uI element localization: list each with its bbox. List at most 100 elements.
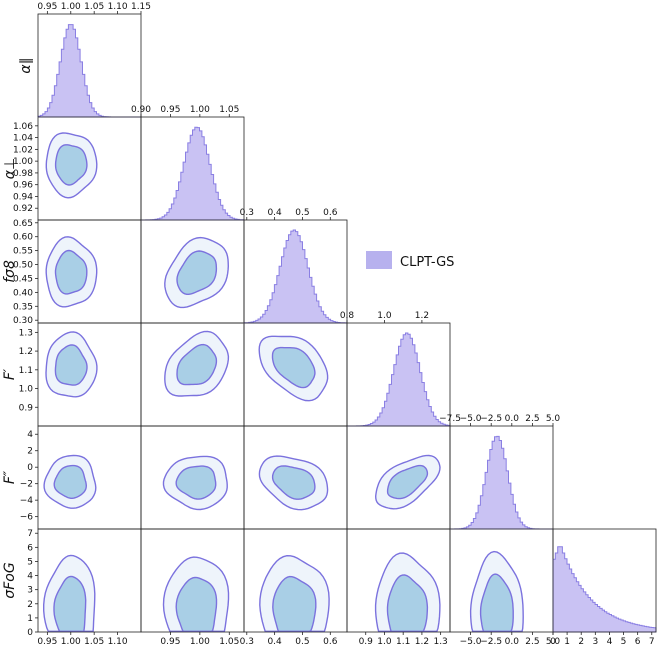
bottom-tick-label-alpha_par: 0.95 bbox=[37, 637, 57, 647]
top-tick-label-alpha_perp: 0.95 bbox=[160, 105, 180, 115]
bottom-tick-label-fsigma8: 0.6 bbox=[323, 637, 338, 647]
left-tick-label-Fdprime: −6 bbox=[20, 513, 34, 523]
bottom-tick-label-fsigma8: 0.4 bbox=[267, 637, 282, 647]
left-tick-label-sigma_FoG: 0 bbox=[27, 628, 33, 638]
top-tick-label-fsigma8: 0.6 bbox=[323, 208, 338, 218]
hist-bars-alpha_par bbox=[37, 24, 141, 118]
contour-68-alpha_par-alpha_perp bbox=[54, 144, 88, 186]
hist-alpha_par bbox=[37, 13, 142, 118]
bottom-tick-label-alpha_perp: 0.95 bbox=[160, 637, 180, 647]
hist-frame-Fdprime bbox=[449, 425, 554, 530]
panel-Fprime-Fdprime bbox=[346, 425, 451, 530]
hist-frame-Fprime bbox=[346, 322, 451, 427]
bottom-tick-label-Fdprime: −2.5 bbox=[480, 637, 502, 647]
contour-68-Fprime-Fdprime bbox=[386, 464, 429, 500]
bottom-tick-label-Fdprime: 0.0 bbox=[505, 637, 520, 647]
left-tick-label-fsigma8: 0.50 bbox=[13, 261, 33, 271]
left-tick-label-Fprime: 1.2 bbox=[19, 347, 33, 357]
left-tick-label-Fprime: 1.0 bbox=[19, 385, 34, 395]
top-tick-label-Fdprime: −7.5 bbox=[439, 414, 461, 424]
panel-alpha_perp-fsigma8 bbox=[140, 219, 245, 324]
hist-bars-alpha_perp bbox=[141, 126, 245, 221]
left-tick-label-sigma_FoG: 7 bbox=[27, 529, 33, 539]
contour-68-alpha_par-Fdprime bbox=[53, 464, 88, 499]
top-tick-label-Fdprime: −5.0 bbox=[460, 414, 482, 424]
left-tick-label-alpha_perp: 0.92 bbox=[13, 204, 33, 214]
left-tick-label-fsigma8: 0.55 bbox=[13, 247, 33, 257]
hist-frame-alpha_perp bbox=[140, 116, 245, 221]
legend-label-clpt-gs: CLPT-GS bbox=[400, 255, 454, 270]
top-tick-label-fsigma8: 0.3 bbox=[240, 208, 254, 218]
top-tick-label-alpha_perp: 0.90 bbox=[131, 105, 151, 115]
bottom-tick-label-alpha_perp: 1.05 bbox=[219, 637, 239, 647]
left-tick-label-fsigma8: 0.65 bbox=[13, 219, 33, 229]
left-tick-label-alpha_perp: 1.04 bbox=[13, 134, 33, 144]
contour-68-alpha_par-Fprime bbox=[54, 344, 88, 386]
panel-alpha_perp-Fdprime bbox=[140, 425, 245, 530]
left-tick-label-fsigma8: 0.30 bbox=[13, 316, 33, 326]
top-tick-label-alpha_par: 1.05 bbox=[84, 2, 104, 12]
panel-alpha_par-alpha_perp bbox=[37, 116, 142, 221]
top-tick-label-alpha_par: 1.10 bbox=[108, 2, 128, 12]
bottom-tick-label-Fprime: 1.1 bbox=[396, 637, 410, 647]
bottom-tick-label-sigma_FoG: 2 bbox=[578, 637, 584, 647]
left-tick-label-sigma_FoG: 5 bbox=[27, 557, 33, 567]
left-tick-label-alpha_perp: 0.98 bbox=[13, 169, 33, 179]
hist-Fprime bbox=[346, 322, 451, 427]
top-tick-label-alpha_perp: 1.05 bbox=[219, 105, 239, 115]
left-tick-label-Fdprime: −4 bbox=[20, 496, 34, 506]
left-tick-label-Fprime: 1.3 bbox=[19, 328, 33, 338]
legend: CLPT-GS bbox=[366, 251, 454, 270]
ylabel-fsigma8: fσ8 bbox=[2, 260, 18, 283]
ylabel-Fdprime: F″ bbox=[2, 470, 18, 484]
panel-fsigma8-sigma_FoG bbox=[243, 528, 348, 633]
left-tick-label-alpha_perp: 0.96 bbox=[13, 181, 33, 191]
hist-frame-alpha_par bbox=[37, 13, 142, 118]
left-tick-label-alpha_perp: 1.00 bbox=[13, 157, 33, 167]
top-tick-label-Fdprime: 0.0 bbox=[505, 414, 520, 424]
hist-frame-fsigma8 bbox=[243, 219, 348, 324]
left-tick-label-alpha_perp: 0.94 bbox=[13, 192, 33, 202]
bottom-tick-label-Fprime: 1.2 bbox=[415, 637, 429, 647]
bottom-tick-label-fsigma8: 0.3 bbox=[240, 637, 254, 647]
left-tick-label-sigma_FoG: 2 bbox=[27, 600, 33, 610]
left-tick-label-sigma_FoG: 6 bbox=[27, 543, 33, 553]
panel-alpha_perp-Fprime bbox=[140, 322, 245, 427]
contour-68-fsigma8-Fprime bbox=[271, 346, 316, 389]
bottom-tick-label-alpha_perp: 1.00 bbox=[190, 637, 210, 647]
left-tick-label-fsigma8: 0.45 bbox=[13, 274, 33, 284]
hist-fsigma8 bbox=[243, 219, 348, 324]
bottom-tick-label-Fprime: 0.9 bbox=[359, 637, 374, 647]
left-tick-label-Fdprime: 4 bbox=[27, 430, 33, 440]
left-tick-label-fsigma8: 0.35 bbox=[13, 302, 33, 312]
top-tick-label-alpha_perp: 1.00 bbox=[190, 105, 210, 115]
ylabel-alpha-par-top: α∥ bbox=[18, 57, 34, 73]
top-tick-label-Fprime: 0.8 bbox=[340, 311, 355, 321]
bottom-tick-label-alpha_par: 1.05 bbox=[84, 637, 104, 647]
top-tick-label-fsigma8: 0.4 bbox=[267, 208, 282, 218]
top-tick-label-alpha_par: 0.95 bbox=[37, 2, 57, 12]
left-tick-label-sigma_FoG: 4 bbox=[27, 572, 33, 582]
ylabel-sigma_FoG: σFoG bbox=[2, 562, 18, 598]
contour-68-alpha_perp-sigma_FoG bbox=[175, 576, 218, 632]
left-tick-label-alpha_perp: 1.02 bbox=[13, 145, 33, 155]
left-tick-label-Fdprime: 0 bbox=[27, 463, 33, 473]
bottom-tick-label-Fprime: 1.0 bbox=[377, 637, 392, 647]
left-tick-label-sigma_FoG: 1 bbox=[27, 614, 33, 624]
panel-fsigma8-Fdprime bbox=[243, 425, 348, 530]
panel-alpha_par-Fdprime bbox=[37, 425, 142, 530]
top-tick-label-Fdprime: 2.5 bbox=[525, 414, 539, 424]
bottom-tick-label-Fdprime: −5.0 bbox=[460, 637, 482, 647]
bottom-tick-label-fsigma8: 0.5 bbox=[295, 637, 309, 647]
top-tick-label-alpha_par: 1.15 bbox=[131, 2, 151, 12]
top-tick-label-Fprime: 1.0 bbox=[377, 311, 392, 321]
contour-68-alpha_perp-Fdprime bbox=[175, 465, 217, 500]
top-tick-label-alpha_par: 1.00 bbox=[61, 2, 81, 12]
panel-fsigma8-Fprime bbox=[243, 322, 348, 427]
bottom-tick-label-sigma_FoG: 5 bbox=[621, 637, 627, 647]
panel-Fdprime-sigma_FoG bbox=[449, 528, 554, 633]
bottom-tick-label-alpha_par: 1.00 bbox=[61, 637, 81, 647]
hist-bars-Fdprime bbox=[450, 435, 553, 530]
